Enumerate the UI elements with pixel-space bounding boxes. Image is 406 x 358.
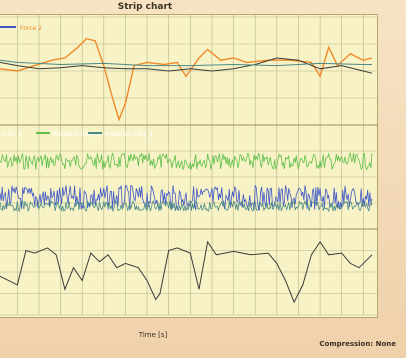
legend-label: inlet_1 [2, 131, 22, 138]
series-line [0, 37, 373, 122]
legend-label: Pressure Inlet_2 [53, 131, 101, 138]
plot-area: Force 2 inlet_1 Pressure Inlet_2 Pressure I… [0, 14, 378, 318]
chart-title: Strip chart [117, 2, 173, 12]
strip-chart-svg: Force 2 inlet_1 Pressure Inlet_2 Pressure I… [0, 15, 378, 316]
series-line-noisy [0, 199, 373, 213]
series-line-noisy [0, 184, 373, 211]
series-line [0, 59, 372, 67]
series-line [0, 240, 373, 304]
series-line [0, 57, 373, 74]
x-axis-label: Time [s] [138, 331, 168, 339]
compression-status: Compression: None [319, 340, 396, 348]
legend-label: Force 2 [20, 25, 42, 32]
legend-label: Pressure Inlet_3 [105, 131, 153, 138]
series-line-noisy [0, 152, 373, 171]
